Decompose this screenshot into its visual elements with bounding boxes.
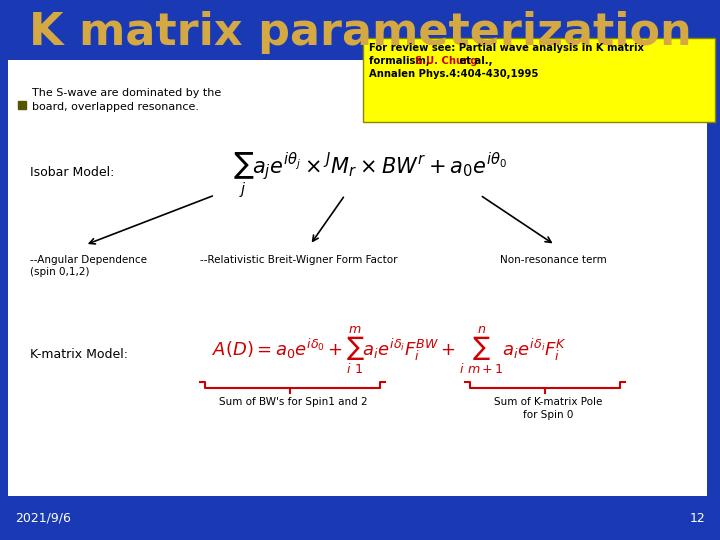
Text: --Relativistic Breit-Wigner Form Factor: --Relativistic Breit-Wigner Form Factor (200, 255, 397, 265)
Text: Sum of BW's for Spin1 and 2: Sum of BW's for Spin1 and 2 (219, 397, 367, 407)
Text: et al.,: et al., (456, 56, 492, 66)
Text: 12: 12 (689, 511, 705, 524)
Text: $\sum_j a_j e^{i\theta_j} \times^J M_r \times BW^r + a_0 e^{i\theta_0}$: $\sum_j a_j e^{i\theta_j} \times^J M_r \… (233, 150, 507, 200)
Text: Isobar Model:: Isobar Model: (30, 165, 114, 179)
Text: Annalen Phys.4:404-430,1995: Annalen Phys.4:404-430,1995 (369, 69, 539, 79)
Text: $A(D) = a_0 e^{i\delta_0} + \sum_{i\ 1}^{m} a_i e^{i\delta_i} F_i^{BW} + \sum_{i: $A(D) = a_0 e^{i\delta_0} + \sum_{i\ 1}^… (212, 324, 567, 376)
Text: --Angular Dependence
(spin 0,1,2): --Angular Dependence (spin 0,1,2) (30, 255, 147, 276)
Text: S.U. Chung: S.U. Chung (415, 56, 477, 66)
FancyBboxPatch shape (0, 496, 720, 540)
Text: The S-wave are dominated by the
board, overlapped resonance.: The S-wave are dominated by the board, o… (32, 88, 221, 112)
FancyBboxPatch shape (363, 38, 715, 122)
Text: 2021/9/6: 2021/9/6 (15, 511, 71, 524)
Text: For review see: Partial wave analysis in K matrix: For review see: Partial wave analysis in… (369, 43, 644, 53)
FancyBboxPatch shape (0, 0, 720, 60)
Text: K matrix parameterization: K matrix parameterization (29, 10, 691, 53)
Text: formalism,: formalism, (369, 56, 433, 66)
Text: K-matrix Model:: K-matrix Model: (30, 348, 128, 361)
Text: Non-resonance term: Non-resonance term (500, 255, 607, 265)
FancyBboxPatch shape (8, 43, 707, 497)
Text: Sum of K-matrix Pole
for Spin 0: Sum of K-matrix Pole for Spin 0 (494, 397, 602, 420)
